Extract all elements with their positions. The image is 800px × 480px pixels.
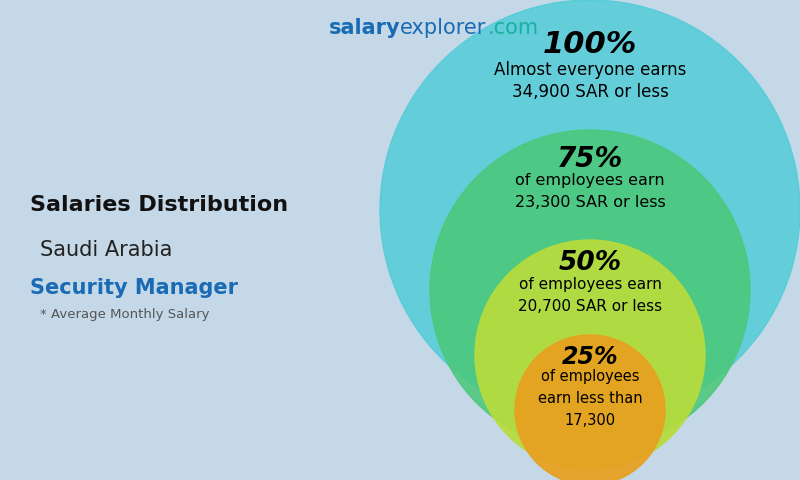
Text: 25%: 25%: [562, 345, 618, 369]
Text: Almost everyone earns: Almost everyone earns: [494, 61, 686, 79]
Circle shape: [475, 240, 705, 470]
Text: salary: salary: [328, 18, 400, 38]
Text: earn less than: earn less than: [538, 391, 642, 406]
Text: Saudi Arabia: Saudi Arabia: [40, 240, 172, 260]
Text: .com: .com: [488, 18, 539, 38]
Text: 17,300: 17,300: [565, 413, 615, 428]
Text: 23,300 SAR or less: 23,300 SAR or less: [514, 195, 666, 210]
Text: 100%: 100%: [543, 30, 637, 59]
Text: 20,700 SAR or less: 20,700 SAR or less: [518, 299, 662, 313]
Circle shape: [430, 130, 750, 450]
Text: Salaries Distribution: Salaries Distribution: [30, 195, 288, 215]
Text: of employees: of employees: [541, 369, 639, 384]
Text: 75%: 75%: [557, 145, 623, 173]
Circle shape: [515, 335, 665, 480]
Text: Security Manager: Security Manager: [30, 278, 238, 298]
Text: of employees earn: of employees earn: [515, 173, 665, 188]
Text: of employees earn: of employees earn: [518, 276, 662, 292]
Text: * Average Monthly Salary: * Average Monthly Salary: [40, 308, 210, 321]
Text: 50%: 50%: [558, 250, 622, 276]
Text: 34,900 SAR or less: 34,900 SAR or less: [511, 83, 669, 101]
Circle shape: [380, 0, 800, 420]
Text: explorer: explorer: [400, 18, 486, 38]
